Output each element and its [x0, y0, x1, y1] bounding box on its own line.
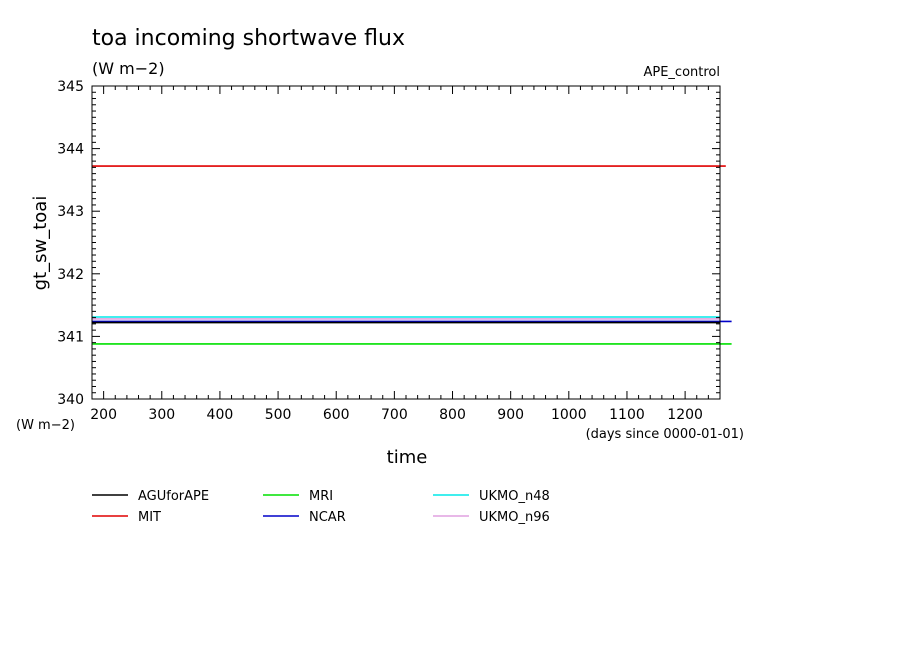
- y-axis-units: (W m−2): [16, 418, 75, 433]
- x-tick-label: 1200: [667, 407, 703, 423]
- legend: AGUforAPE MIT MRI NCAR UKMO_n48 UKMO_n96: [92, 489, 550, 525]
- x-axis-label: time: [387, 447, 428, 468]
- x-tick-label: 400: [207, 407, 234, 423]
- x-tick-label: 1000: [551, 407, 587, 423]
- axis-ticks: [92, 85, 721, 400]
- legend-label: UKMO_n96: [479, 510, 550, 525]
- y-tick-label: 342: [57, 267, 84, 283]
- legend-item-ukmo-n48: UKMO_n48: [433, 489, 550, 504]
- experiment-label: APE_control: [643, 65, 720, 80]
- x-tick-label: 300: [148, 407, 175, 423]
- x-tick-label: 900: [497, 407, 524, 423]
- y-tick-label: 341: [57, 329, 84, 345]
- plot-frame: [91, 85, 721, 400]
- legend-label: MIT: [138, 510, 161, 525]
- x-tick-label: 1100: [609, 407, 645, 423]
- y-axis-label: gt_sw_toai: [30, 196, 51, 291]
- x-tick-label: 600: [323, 407, 350, 423]
- plot-series: [92, 165, 732, 345]
- y-tick-label: 345: [57, 79, 84, 95]
- x-tick-labels: 200 300 400 500 600 700 800 900 1000 1100 1200: [90, 407, 703, 423]
- legend-label: UKMO_n48: [479, 489, 550, 504]
- legend-item-ukmo-n96: UKMO_n96: [433, 510, 550, 525]
- legend-label: MRI: [309, 489, 333, 504]
- x-axis-units: (days since 0000-01-01): [586, 427, 744, 442]
- x-tick-label: 800: [439, 407, 466, 423]
- x-tick-label: 700: [381, 407, 408, 423]
- x-tick-label: 200: [90, 407, 117, 423]
- legend-item-ncar: NCAR: [263, 510, 346, 525]
- legend-label: NCAR: [309, 510, 346, 525]
- y-tick-label: 340: [57, 392, 84, 408]
- y-tick-label: 343: [57, 204, 84, 220]
- chart-title: toa incoming shortwave flux: [92, 26, 405, 51]
- legend-item-aguforape: AGUforAPE: [92, 489, 209, 504]
- y-tick-labels: 340 341 342 343 344 345: [57, 79, 84, 408]
- x-tick-label: 500: [265, 407, 292, 423]
- chart-subtitle: (W m−2): [92, 59, 165, 78]
- legend-label: AGUforAPE: [138, 489, 209, 504]
- legend-item-mri: MRI: [263, 489, 333, 504]
- y-tick-label: 344: [57, 142, 84, 158]
- legend-item-mit: MIT: [92, 510, 161, 525]
